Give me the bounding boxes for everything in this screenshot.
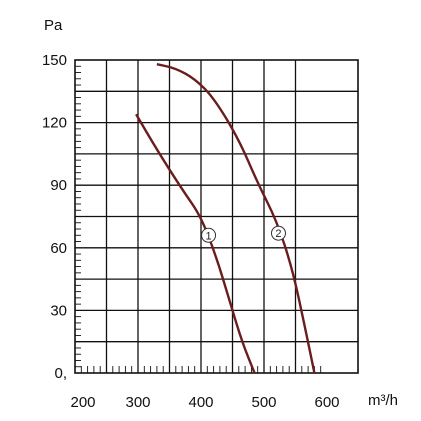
series-label-text: 2 [275,228,281,240]
series-curve-1 [135,113,256,374]
y-axis-label: Pa [44,17,63,34]
x-tick-label: 400 [188,394,213,411]
x-tick-label: 500 [251,394,276,411]
y-tick-label: 30 [50,302,67,319]
x-tick-label: 200 [70,394,95,411]
plot-frame [74,59,359,374]
grid-layer [75,60,358,373]
series-curve-2 [156,63,316,374]
y-tick-label: 60 [50,240,67,257]
x-tick-label: 300 [125,394,150,411]
x-tick-label: 600 [314,394,339,411]
series-label-circle [270,225,286,241]
y-tick-label: 150 [42,52,67,69]
y-tick-label: 90 [50,177,67,194]
y-tick-label: 0, [54,365,67,382]
series-layer [135,63,316,374]
x-axis-label: m³/h [368,392,398,409]
series-label-text: 1 [205,230,211,242]
series-label-circle [201,227,217,243]
label-layer: 0, 30 60 90 120 150 200 300 400 500 600 1 2 [42,52,340,411]
minor-ticks-layer [75,65,322,373]
axis-layer [74,59,359,374]
y-tick-label: 120 [42,115,67,132]
